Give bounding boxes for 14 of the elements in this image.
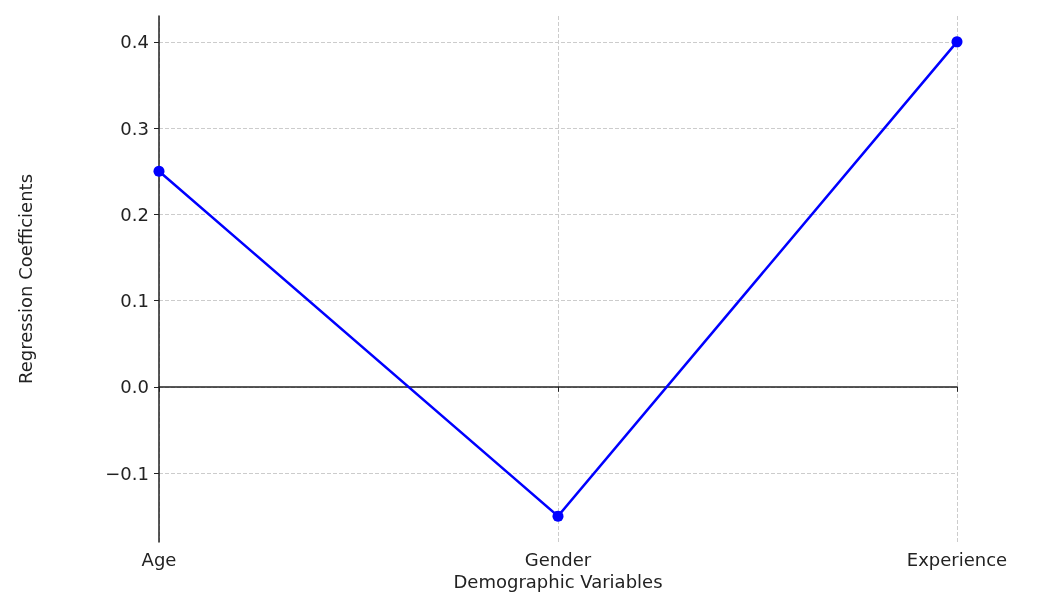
y-axis-title: Regression Coefficients	[14, 173, 36, 385]
y-tick-label: −0.1	[105, 462, 149, 484]
y-tick-label: 0.3	[120, 117, 149, 139]
point	[951, 36, 963, 48]
x-tick-label: Experience	[906, 548, 1008, 570]
x-tick-label: Age	[141, 548, 177, 570]
point	[552, 510, 564, 522]
point	[153, 165, 165, 177]
y-tick-label: 0.2	[120, 203, 149, 225]
x-axis-title: Demographic Variables	[453, 571, 663, 593]
y-tick-label: 0.1	[120, 290, 149, 312]
y-tick-label: 0.4	[120, 31, 149, 53]
y-tick-label: 0.0	[120, 376, 149, 398]
x-tick-label: Gender	[524, 548, 592, 570]
